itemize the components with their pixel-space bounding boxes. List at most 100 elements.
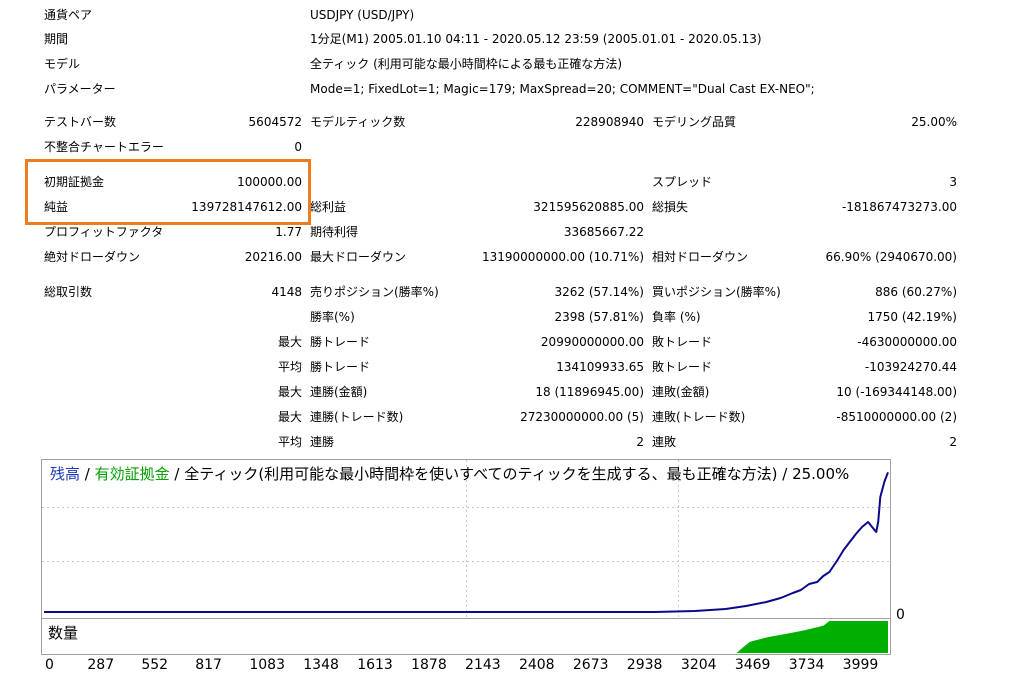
- balance-chart: [41, 459, 891, 619]
- volume-label: 数量: [48, 624, 79, 642]
- win-rate-label: 勝率(%): [310, 310, 355, 324]
- abs-drawdown-value: 20216.00: [244, 250, 302, 264]
- volume-panel: [41, 619, 891, 655]
- gross-profit-value: 321595620885.00: [533, 200, 644, 214]
- x-tick-label: 2408: [518, 657, 555, 673]
- model-label: モデル: [44, 57, 81, 71]
- avg-loss-value: -103924270.44: [864, 360, 957, 374]
- balance-chart-svg: [42, 460, 890, 618]
- avg-prefix: 平均: [277, 360, 302, 374]
- max-cons-loss-label: 連敗(トレード数): [652, 410, 746, 424]
- max-cons-losses-value: 10 (-169344148.00): [836, 385, 957, 399]
- max-cons-losses-label: 連敗(金額): [652, 385, 710, 399]
- symbol-label: 通貨ペア: [44, 8, 93, 22]
- gross-profit-label: 総利益: [310, 200, 347, 214]
- profit-factor-label: プロフィットファクタ: [44, 225, 164, 239]
- loss-rate-value: 1750 (42.19%): [867, 310, 957, 324]
- x-tick-label: 817: [195, 657, 222, 673]
- spread-value: 3: [949, 175, 957, 189]
- chart-legend: 残高 / 有効証拠金 / 全ティック(利用可能な最小時間枠を使いすべてのティック…: [50, 463, 849, 484]
- quality-value: 25.00%: [911, 115, 957, 129]
- max-drawdown-value: 13190000000.00 (10.71%): [482, 250, 644, 264]
- avg-prefix: 平均: [277, 435, 302, 449]
- mismatch-value: 0: [294, 140, 302, 154]
- rel-drawdown-label: 相対ドローダウン: [652, 250, 749, 264]
- max-win-value: 20990000000.00: [540, 335, 644, 349]
- volume-area: [736, 621, 888, 653]
- long-positions-label: 買いポジション(勝率%): [652, 285, 781, 299]
- avg-loss-label: 敗トレード: [652, 360, 713, 374]
- params-label: パラメーター: [44, 82, 116, 96]
- ticks-value: 228908940: [575, 115, 644, 129]
- max-cons-profit-value: 27230000000.00 (5): [520, 410, 644, 424]
- avg-win-value: 134109933.65: [556, 360, 644, 374]
- x-tick-label: 2143: [465, 657, 501, 673]
- avg-cons-losses-value: 2: [949, 435, 957, 449]
- avg-cons-wins-label: 連勝: [310, 435, 335, 449]
- params-value: Mode=1; FixedLot=1; Magic=179; MaxSpread…: [310, 82, 815, 96]
- legend-separator: /: [80, 465, 95, 483]
- max-win-label: 勝トレード: [310, 335, 371, 349]
- highlight-box: [25, 159, 311, 225]
- x-tick-label: 3469: [734, 657, 771, 673]
- x-tick-label: 2673: [572, 657, 609, 673]
- gross-loss-label: 総損失: [652, 200, 689, 214]
- legend-description: / 全ティック(利用可能な最小時間枠を使いすべてのティックを生成する、最も正確な…: [169, 465, 850, 483]
- max-loss-value: -4630000000.00: [857, 335, 957, 349]
- max-cons-loss-value: -8510000000.00 (2): [836, 410, 957, 424]
- max-cons-wins-label: 連勝(金額): [310, 385, 368, 399]
- profit-factor-value: 1.77: [275, 225, 302, 239]
- max-loss-label: 敗トレード: [652, 335, 713, 349]
- legend-balance: 残高: [50, 465, 81, 483]
- quality-label: モデリング品質: [652, 115, 737, 129]
- max-cons-wins-value: 18 (11896945.00): [535, 385, 644, 399]
- bars-label: テストバー数: [44, 115, 117, 129]
- x-tick-label: 3734: [788, 657, 825, 673]
- x-tick-label: 0: [45, 657, 54, 673]
- deposit-label: 初期証拠金: [44, 175, 105, 189]
- symbol-value: USDJPY (USD/JPY): [310, 8, 415, 22]
- ticks-label: モデルティック数: [310, 115, 406, 129]
- max-prefix: 最大: [277, 335, 302, 349]
- x-tick-label: 3204: [680, 657, 717, 673]
- long-positions-value: 886 (60.27%): [875, 285, 957, 299]
- x-tick-label: 287: [87, 657, 115, 673]
- net-profit-label: 純益: [44, 200, 69, 214]
- balance-series-line: [44, 471, 889, 613]
- y-axis-zero-label: 0: [896, 607, 905, 623]
- gross-loss-value: -181867473273.00: [841, 200, 957, 214]
- max-prefix: 最大: [277, 385, 302, 399]
- x-tick-label: 3999: [842, 657, 879, 673]
- short-positions-value: 3262 (57.14%): [554, 285, 644, 299]
- x-tick-label: 1613: [357, 657, 393, 673]
- bars-value: 5604572: [248, 115, 302, 129]
- deposit-value: 100000.00: [237, 175, 302, 189]
- x-tick-label: 1878: [411, 657, 447, 673]
- rel-drawdown-value: 66.90% (2940670.00): [825, 250, 957, 264]
- win-rate-value: 2398 (57.81%): [554, 310, 644, 324]
- avg-win-label: 勝トレード: [310, 360, 371, 374]
- abs-drawdown-label: 絶対ドローダウン: [44, 250, 141, 264]
- avg-cons-losses-label: 連敗: [652, 435, 677, 449]
- total-trades-value: 4148: [271, 285, 302, 299]
- expected-payoff-label: 期待利得: [310, 225, 359, 239]
- max-cons-profit-label: 連勝(トレード数): [310, 410, 404, 424]
- spread-label: スプレッド: [652, 175, 713, 189]
- total-trades-label: 総取引数: [44, 285, 93, 299]
- period-value: 1分足(M1) 2005.01.10 04:11 - 2020.05.12 23…: [310, 32, 762, 46]
- x-tick-label: 1083: [249, 657, 285, 673]
- period-label: 期間: [44, 32, 69, 46]
- model-value: 全ティック (利用可能な最小時間枠による最も正確な方法): [310, 57, 623, 71]
- net-profit-value: 139728147612.00: [191, 200, 302, 214]
- x-tick-label: 1348: [303, 657, 339, 673]
- max-drawdown-label: 最大ドローダウン: [310, 250, 407, 264]
- legend-equity: 有効証拠金: [94, 465, 170, 483]
- avg-cons-wins-value: 2: [636, 435, 644, 449]
- expected-payoff-value: 33685667.22: [563, 225, 644, 239]
- x-tick-label: 2938: [626, 657, 663, 673]
- volume-chart-svg: [736, 621, 888, 653]
- mismatch-label: 不整合チャートエラー: [44, 140, 164, 154]
- max-prefix: 最大: [277, 410, 302, 424]
- loss-rate-label: 負率 (%): [652, 310, 701, 324]
- x-tick-label: 552: [141, 657, 169, 673]
